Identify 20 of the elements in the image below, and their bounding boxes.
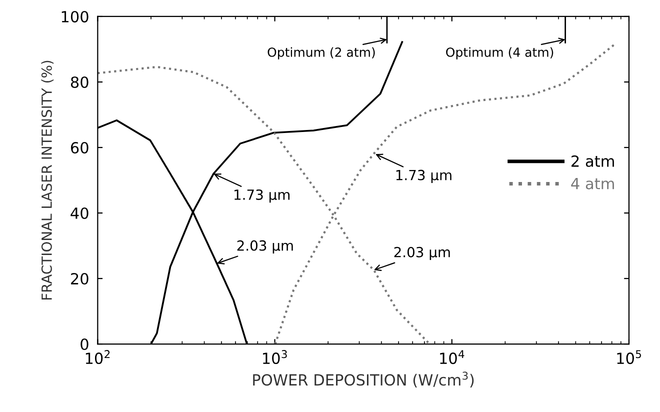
- annotation: 2.03 µm: [394, 246, 450, 260]
- y-tick-label: 0: [80, 338, 88, 350]
- x-tick-label: 10$^{5}$: [617, 350, 641, 364]
- x-axis-title: POWER DEPOSITION (W/cm$^{3}$): [253, 372, 474, 388]
- legend-label: 2 atm: [572, 155, 614, 167]
- annotation: 2.03 µm: [237, 240, 293, 254]
- x-tick-label: 10$^{4}$: [440, 350, 464, 364]
- legend-label: Optimum (4 atm): [446, 47, 554, 60]
- x-tick-label: 10$^{2}$: [86, 350, 110, 364]
- y-tick-label: 80: [70, 76, 88, 88]
- annotation: 1.73 µm: [396, 170, 452, 183]
- y-tick-label: 100: [62, 10, 88, 22]
- legend-label: Optimum (2 atm): [268, 47, 375, 60]
- x-tick-label: 10$^{3}$: [263, 350, 287, 364]
- y-tick-label: 20: [71, 272, 88, 285]
- y-tick-label: 60: [70, 142, 88, 154]
- annotation: 1.73 µm: [234, 189, 290, 203]
- y-axis-title: FRACTIONAL LASER INTENSITY (%): [41, 60, 54, 300]
- text: 4 atm: [571, 178, 614, 190]
- y-tick-label: 40: [70, 207, 88, 220]
